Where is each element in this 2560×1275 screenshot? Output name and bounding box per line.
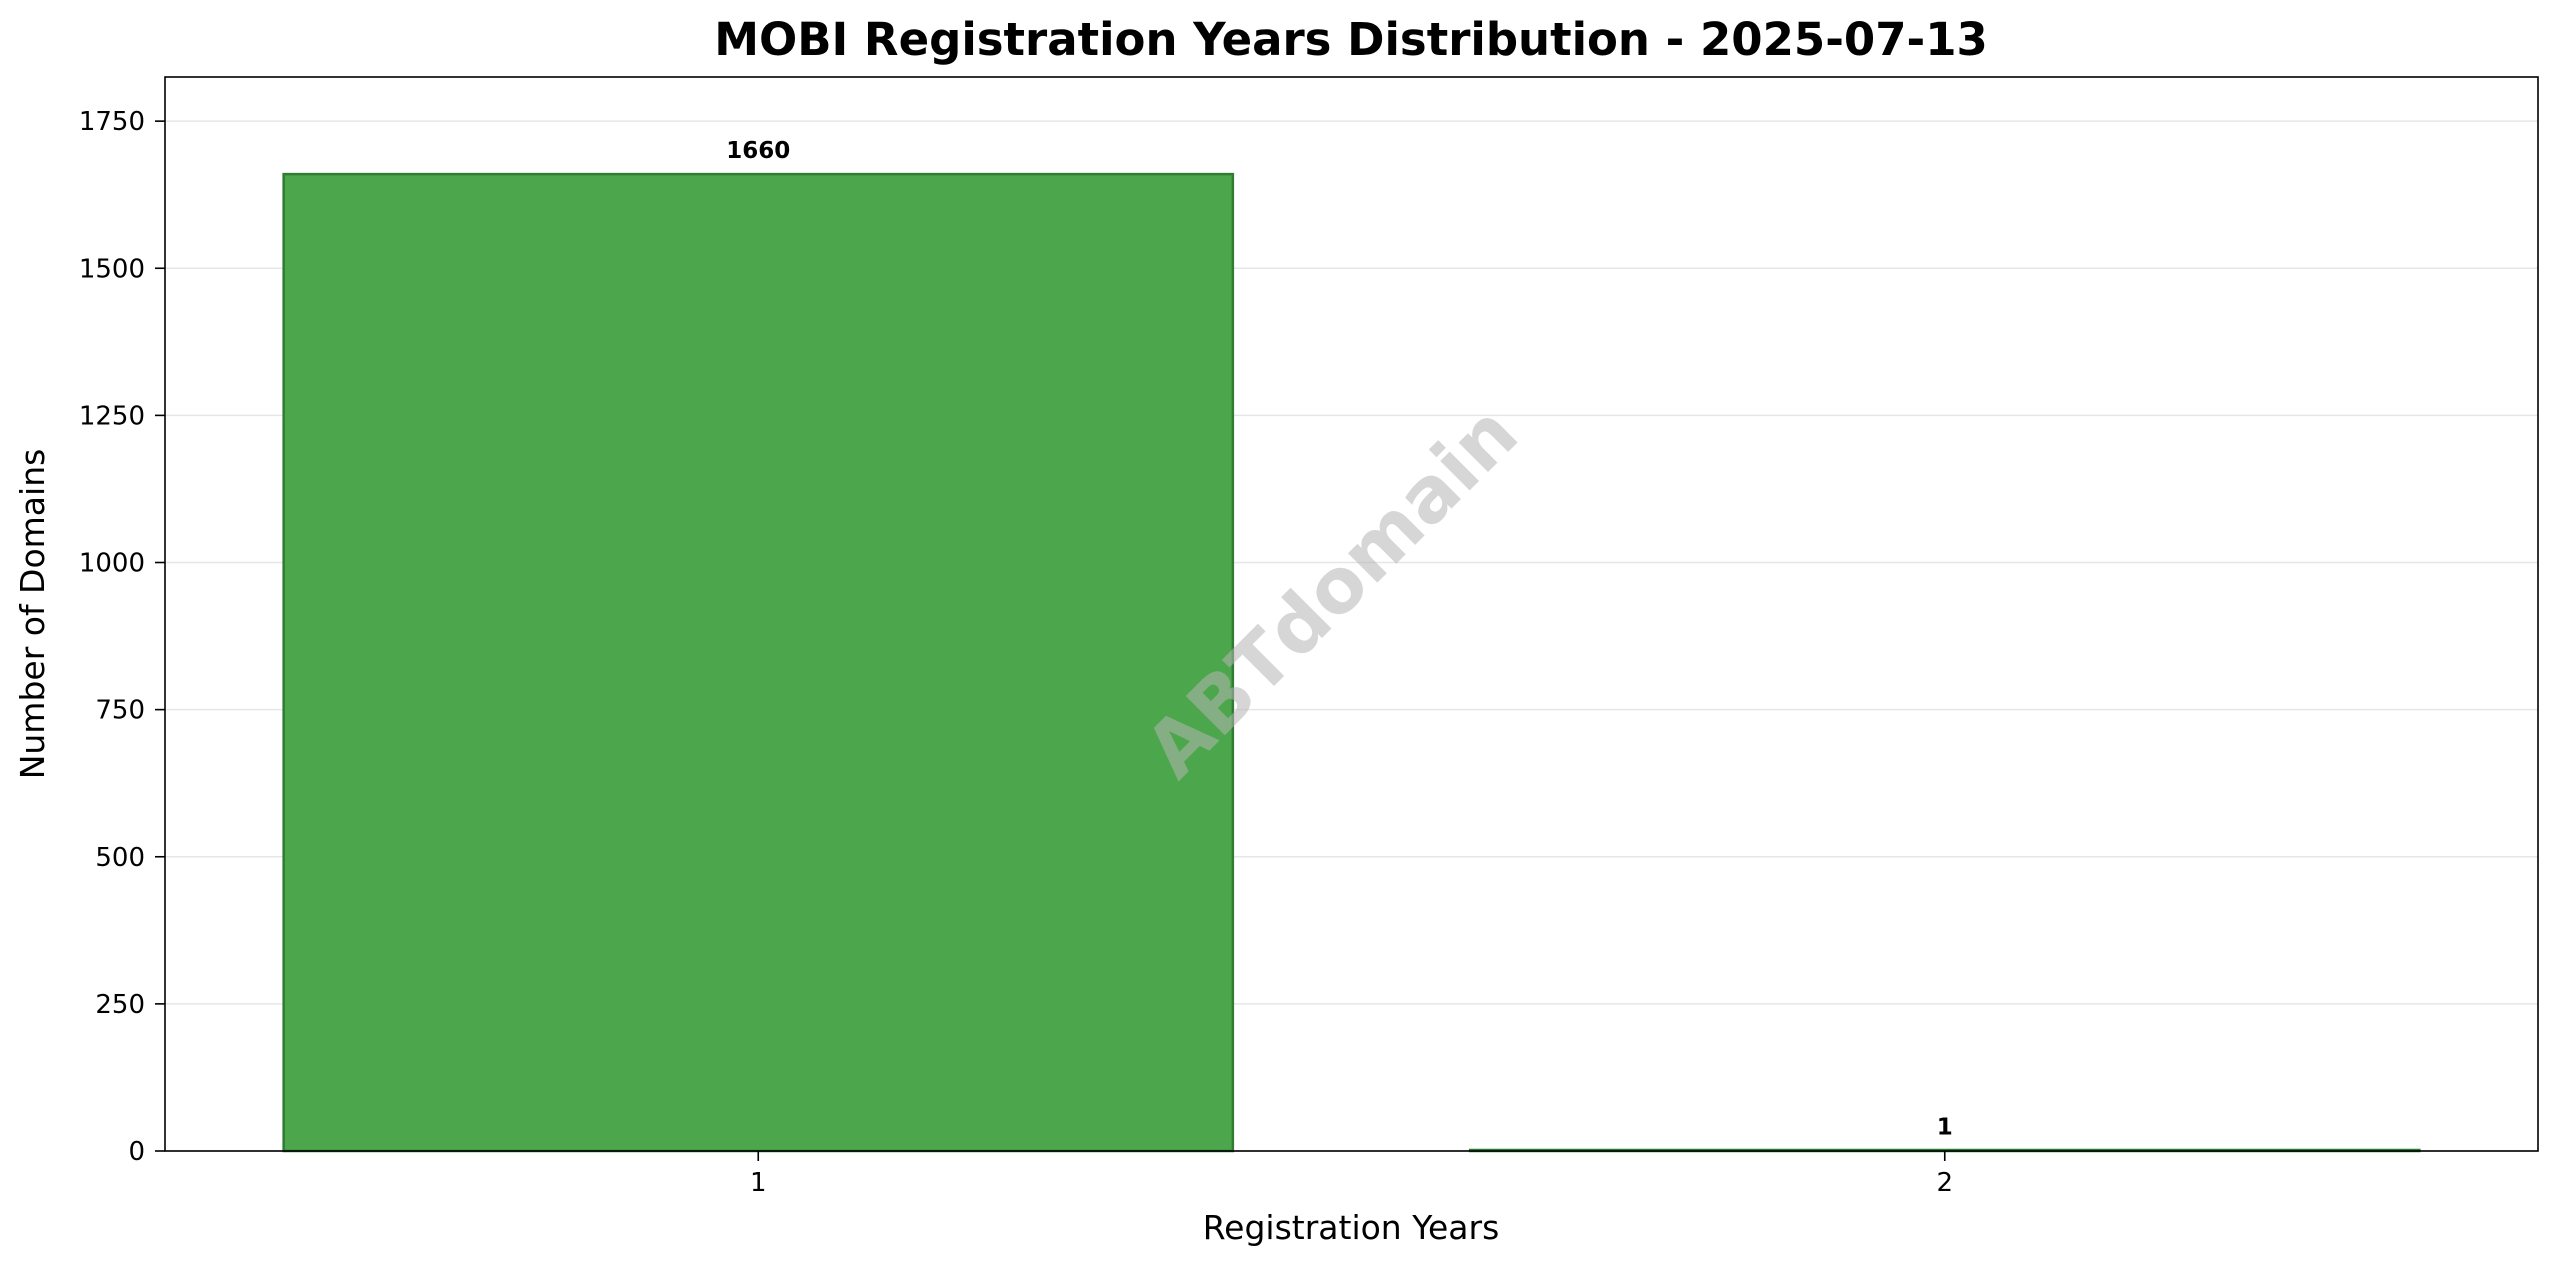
x-tick-label: 2: [1936, 1168, 1953, 1198]
y-tick-label: 0: [128, 1137, 145, 1167]
x-tick-label: 1: [750, 1168, 767, 1198]
y-axis-ticks: 0 250 500 750 1000 1250 1500 1750: [79, 107, 165, 1167]
y-tick-label: 1000: [79, 549, 145, 579]
bars: [282, 172, 2421, 1153]
y-tick-label: 750: [95, 696, 145, 726]
y-axis-label: Number of Domains: [13, 449, 52, 780]
data-label: 1: [1937, 1114, 1953, 1140]
plot-frame: [164, 76, 2539, 1152]
x-axis-label: Registration Years: [1203, 1208, 1500, 1247]
chart-title: MOBI Registration Years Distribution - 2…: [714, 13, 1988, 66]
y-tick-label: 1750: [79, 107, 145, 137]
data-label: 1660: [726, 138, 790, 164]
bar: [282, 172, 1235, 1153]
y-tick-label: 500: [95, 843, 145, 873]
y-tick-label: 250: [95, 990, 145, 1020]
data-labels: 1660 1: [726, 138, 1953, 1140]
y-tick-label: 1500: [79, 254, 145, 284]
y-tick-label: 1250: [79, 401, 145, 431]
